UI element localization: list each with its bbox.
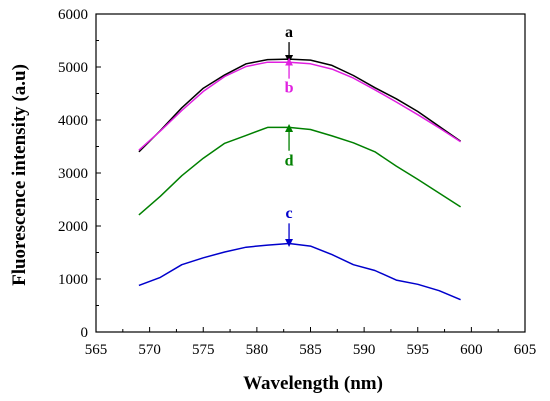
plot-frame xyxy=(95,13,526,333)
y-axis-title: Fluorescence intensity (a.u) xyxy=(9,64,30,286)
y-tick-label: 4000 xyxy=(58,113,88,129)
axis-layer: 565 570 575 580 585 590 595 600 605 0 1000 2000 3000… xyxy=(58,7,536,358)
x-tick-label: 570 xyxy=(138,342,161,358)
y-tick-label: 2000 xyxy=(58,219,88,235)
x-tick-label: 580 xyxy=(246,342,269,358)
x-tick-label: 600 xyxy=(460,342,483,358)
annotation-label-d: d xyxy=(285,153,294,170)
y-tick-label: 0 xyxy=(81,325,89,341)
annotation-label-a: a xyxy=(285,24,293,41)
x-axis-title: Wavelength (nm) xyxy=(243,373,383,394)
series-line-d xyxy=(138,126,462,216)
series-line-a xyxy=(138,58,462,153)
y-tick-label: 5000 xyxy=(58,60,88,76)
series-layer xyxy=(138,58,462,301)
x-tick-label: 585 xyxy=(299,342,322,358)
y-tick-label: 3000 xyxy=(58,166,88,182)
annotation-label-b: b xyxy=(285,79,294,96)
series-line-c xyxy=(138,242,461,301)
y-tick-label: 1000 xyxy=(58,272,88,288)
x-tick-label: 590 xyxy=(353,342,376,358)
x-tick-label: 595 xyxy=(407,342,430,358)
annotation-label-c: c xyxy=(285,205,292,222)
y-tick-label: 6000 xyxy=(58,7,88,23)
x-tick-label: 575 xyxy=(192,342,215,358)
x-tick-label: 565 xyxy=(85,342,108,358)
series-line-b xyxy=(138,61,462,151)
annotation-layer: a b d c xyxy=(285,24,294,247)
x-tick-label: 605 xyxy=(514,342,537,358)
